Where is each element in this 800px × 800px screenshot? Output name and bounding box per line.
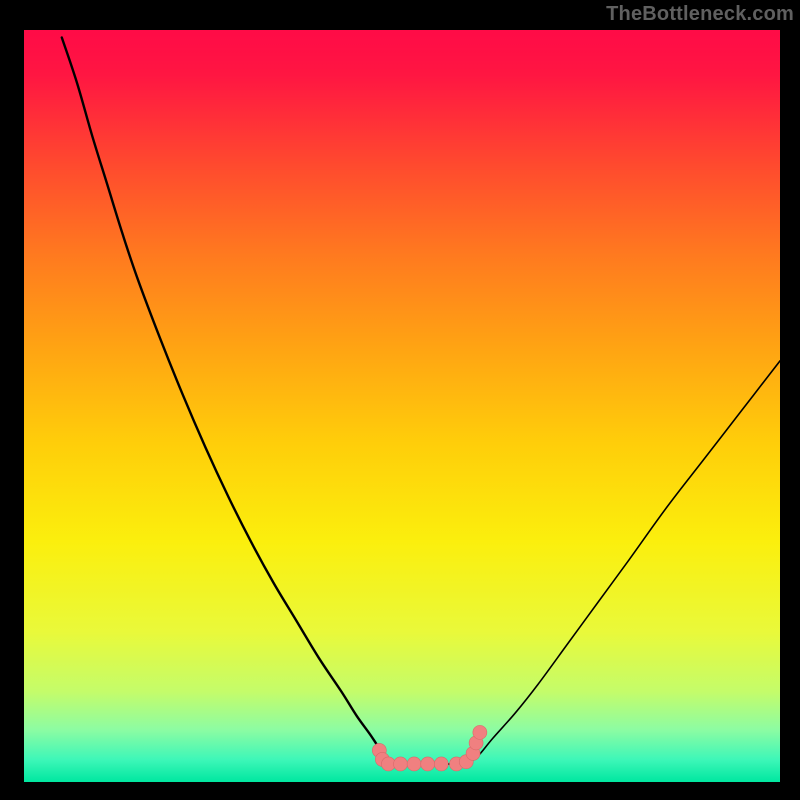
bottleneck-chart [0,0,800,800]
plot-area [24,30,780,782]
marker-point [393,757,407,771]
marker-point [434,757,448,771]
gradient-background [24,30,780,782]
marker-point [421,757,435,771]
marker-point [473,725,487,739]
chart-container: TheBottleneck.com [0,0,800,800]
marker-point [407,757,421,771]
